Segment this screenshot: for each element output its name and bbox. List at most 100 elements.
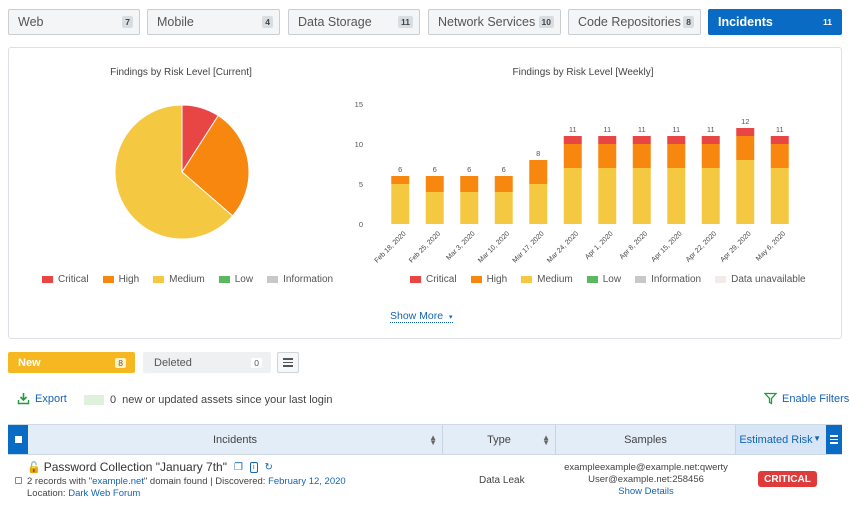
bar-segment-critical[interactable] [667, 136, 686, 144]
legend-item-low[interactable]: Low [218, 274, 253, 285]
legend-item-information[interactable]: Information [635, 274, 701, 285]
export-icon [17, 393, 30, 405]
category-tabs: Web 7 Mobile 4 Data Storage 11 Network S… [8, 9, 842, 35]
column-header-estimated-risk[interactable]: Estimated Risk ▼ [735, 425, 826, 454]
legend-item-medium[interactable]: Medium [521, 274, 573, 285]
bar-segment-medium[interactable] [563, 168, 582, 224]
tab-label: Incidents [718, 15, 773, 29]
discovered-date[interactable]: February 12, 2020 [268, 476, 346, 487]
legend-label: Low [602, 274, 622, 285]
sort-icon: ▲ ▼ [542, 433, 550, 447]
bar-segment-critical[interactable] [563, 136, 582, 144]
bar-total-label: 12 [741, 117, 749, 126]
legend-item-critical[interactable]: Critical [42, 274, 89, 285]
x-tick-label: Apr 22, 2020 [685, 230, 718, 263]
hamburger-menu-icon[interactable] [277, 352, 299, 373]
bar-segment-high[interactable] [391, 176, 410, 184]
bar-segment-critical[interactable] [736, 128, 755, 136]
legend-item-high[interactable]: High [470, 274, 507, 285]
bar-segment-high[interactable] [460, 176, 479, 192]
history-icon[interactable]: ↻ [264, 461, 273, 473]
bar-segment-critical[interactable] [632, 136, 651, 144]
tab-count-badge: 7 [122, 16, 133, 28]
bar-segment-critical[interactable] [770, 136, 789, 144]
tab-count-badge: 8 [683, 16, 694, 28]
legend-item-data-unavailable[interactable]: Data unavailable [715, 274, 806, 285]
legend-item-high[interactable]: High [102, 274, 139, 285]
risk-pie-chart [114, 104, 250, 240]
samples-cell: exampleexample@example.net:qwerty User@e… [556, 462, 736, 498]
column-header-type[interactable]: Type ▲ ▼ [442, 425, 555, 454]
legend-item-medium[interactable]: Medium [153, 274, 205, 285]
bar-segment-high[interactable] [632, 144, 651, 168]
segment-new[interactable]: New 8 [8, 352, 135, 373]
bar-segment-high[interactable] [529, 160, 548, 184]
bar-segment-medium[interactable] [736, 160, 755, 224]
tab-label: Mobile [157, 15, 194, 29]
export-label: Export [35, 392, 67, 405]
x-tick-label: Mar 24, 2020 [546, 230, 580, 264]
column-header-incidents[interactable]: Incidents ▲ ▼ [28, 425, 442, 454]
legend-item-critical[interactable]: Critical [410, 274, 457, 285]
bar-segment-medium[interactable] [460, 192, 479, 224]
bar-segment-high[interactable] [701, 144, 720, 168]
info-icon[interactable]: i [249, 461, 258, 473]
incident-details: 2 records with "example.net" domain foun… [27, 476, 346, 487]
bar-segment-medium[interactable] [667, 168, 686, 224]
bar-segment-medium[interactable] [391, 184, 410, 224]
x-tick-label: Mar 3, 2020 [445, 230, 476, 261]
tab-web[interactable]: Web 7 [8, 9, 140, 35]
x-tick-label: Feb 18, 2020 [374, 230, 408, 264]
tab-mobile[interactable]: Mobile 4 [147, 9, 280, 35]
segment-new-count: 8 [115, 357, 126, 368]
show-more-link[interactable]: Show More ▾ [390, 310, 453, 323]
bar-segment-high[interactable] [667, 144, 686, 168]
tab-incidents[interactable]: Incidents 11 [708, 9, 842, 35]
bar-segment-high[interactable] [770, 144, 789, 168]
pie-slice-medium[interactable] [114, 104, 234, 240]
bar-segment-high[interactable] [598, 144, 617, 168]
x-tick-label: Apr 15, 2020 [650, 230, 683, 263]
legend-item-information[interactable]: Information [267, 274, 333, 285]
table-row[interactable]: 🔓 Password Collection "January 7th" ❐ i … [8, 456, 842, 502]
show-details-link[interactable]: Show Details [618, 486, 674, 497]
tab-code-repositories[interactable]: Code Repositories 8 [568, 9, 701, 35]
bar-total-label: 6 [433, 165, 437, 174]
tab-count-badge: 4 [262, 16, 273, 28]
row-checkbox[interactable] [15, 477, 22, 484]
location-link[interactable]: Dark Web Forum [68, 488, 141, 499]
segment-deleted[interactable]: Deleted 0 [143, 352, 271, 373]
bar-segment-high[interactable] [425, 176, 444, 192]
bar-segment-medium[interactable] [494, 192, 513, 224]
bar-segment-medium[interactable] [598, 168, 617, 224]
bar-segment-critical[interactable] [701, 136, 720, 144]
location-label: Location: [27, 488, 69, 499]
column-label: Estimated Risk [739, 433, 813, 446]
y-tick-label: 10 [355, 140, 363, 149]
enable-filters-label: Enable Filters [782, 392, 850, 405]
export-button[interactable]: Export [17, 392, 67, 405]
tab-network-services[interactable]: Network Services 10 [428, 9, 561, 35]
bar-segment-high[interactable] [494, 176, 513, 192]
column-menu-icon[interactable] [826, 425, 842, 454]
enable-filters-button[interactable]: Enable Filters [764, 392, 849, 405]
legend-item-low[interactable]: Low [586, 274, 622, 285]
select-all-checkbox[interactable] [8, 425, 28, 454]
bar-segment-medium[interactable] [770, 168, 789, 224]
sample-value: User@example.net:258456 [588, 474, 704, 485]
legend-label: Information [283, 274, 334, 285]
new-assets-swatch [84, 395, 104, 405]
bar-segment-medium[interactable] [425, 192, 444, 224]
bar-segment-medium[interactable] [632, 168, 651, 224]
bar-segment-medium[interactable] [529, 184, 548, 224]
copy-icon[interactable]: ❐ [233, 461, 243, 473]
tab-data-storage[interactable]: Data Storage 11 [288, 9, 420, 35]
tab-label: Code Repositories [578, 15, 681, 29]
bar-segment-medium[interactable] [701, 168, 720, 224]
incident-title[interactable]: 🔓 Password Collection "January 7th" ❐ i … [27, 460, 273, 474]
bar-segment-high[interactable] [736, 136, 755, 160]
domain-link[interactable]: example.net [92, 476, 144, 487]
pie-slice-high[interactable] [181, 114, 250, 217]
bar-segment-critical[interactable] [598, 136, 617, 144]
bar-segment-high[interactable] [563, 144, 582, 168]
